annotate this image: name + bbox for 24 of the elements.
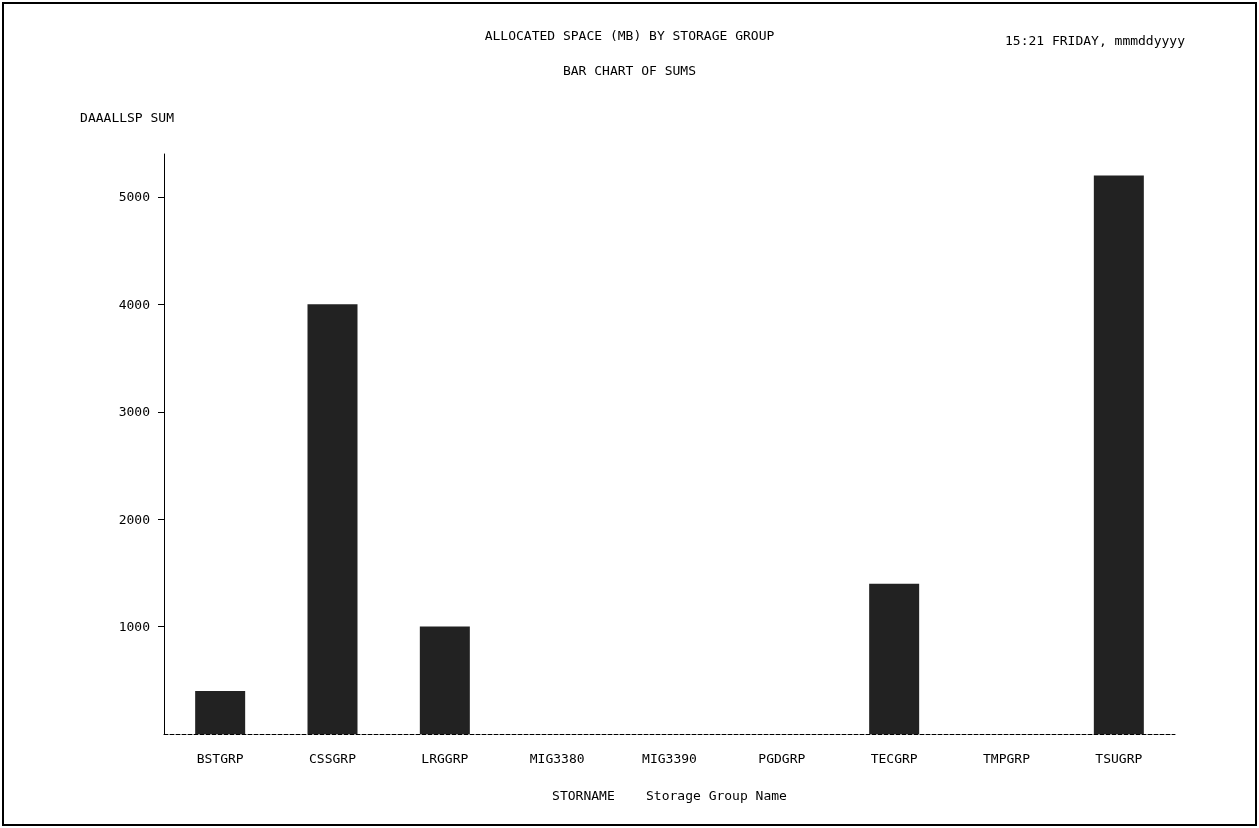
bar: [1093, 175, 1144, 734]
bar: [869, 583, 920, 734]
y-tick-label: 4000: [118, 296, 150, 312]
x-tick-label: PGDGRP: [758, 751, 806, 766]
y-tick-label: 3000: [118, 404, 150, 420]
bar: [307, 304, 358, 734]
x-tick-label: TECGRP: [870, 751, 918, 766]
x-tick-label: TMPGRP: [983, 751, 1031, 766]
x-tick-label: CSSGRP: [309, 751, 357, 766]
x-axis-title: STORNAME Storage Group Name: [552, 788, 788, 803]
text: 15:21 FRIDAY, mmmddyyyy: [1004, 33, 1186, 48]
x-tick-label: TSUGRP: [1095, 751, 1143, 766]
chart-subtitle: BAR CHART OF SUMS: [562, 63, 697, 78]
bar: [195, 691, 246, 734]
y-tick-label: 5000: [118, 189, 150, 205]
y-tick-label: 2000: [118, 511, 150, 527]
chart-title: ALLOCATED SPACE (MB) BY STORAGE GROUP: [484, 28, 775, 43]
x-tick-label: MIG3390: [642, 751, 697, 766]
y-axis-title: DAAALLSP SUM: [80, 110, 175, 125]
x-tick-label: MIG3380: [529, 751, 585, 766]
y-tick-label: 1000: [118, 619, 150, 635]
x-tick-label: BSTGRP: [196, 751, 244, 766]
bar: [419, 626, 470, 734]
x-tick-label: LRGGRP: [421, 751, 469, 766]
